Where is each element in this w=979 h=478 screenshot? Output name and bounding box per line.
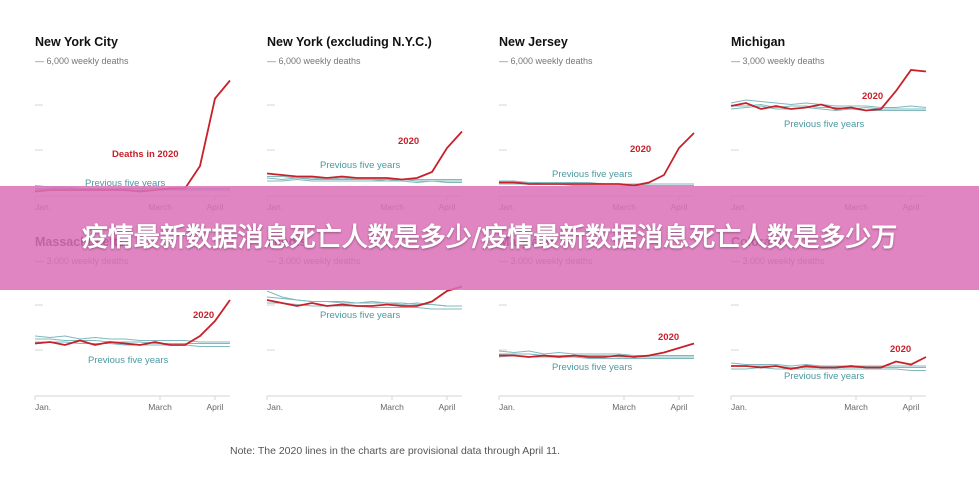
previous-years-label: Previous five years [552,362,633,373]
current-year-line [266,130,463,181]
x-tick-label: Jan. [499,402,515,412]
previous-years-label: Previous five years [784,371,865,382]
previous-year-line [730,362,926,367]
x-tick-label: March [844,402,868,412]
scale-note: — 6,000 weekly deaths [499,56,593,66]
previous-years-label: Previous five years [85,178,166,189]
x-tick-label: March [148,402,172,412]
current-year-label: 2020 [193,310,214,321]
x-tick-label: Jan. [35,402,51,412]
previous-years-label: Previous five years [88,355,169,366]
scale-note: — 3,000 weekly deaths [731,56,825,66]
panel-new-york-excluding-n-y-c: New York (excluding N.Y.C.) — 6,000 weekl… [266,35,463,212]
x-tick-label: April [670,402,687,412]
x-tick-label: March [380,402,404,412]
previous-years-label: Previous five years [552,169,633,180]
current-year-label: 2020 [398,136,419,147]
current-year-line [34,299,231,346]
x-tick-label: Jan. [731,402,747,412]
banner-title: 疫情最新数据消息死亡人数是多少/疫情最新数据消息死亡人数是多少万 [81,223,898,253]
panel-title: New Jersey [499,35,568,49]
current-year-line [730,69,927,112]
current-year-line [499,132,695,187]
previous-year-line [266,296,462,307]
scale-note: — 6,000 weekly deaths [35,56,129,66]
panel-title: New York (excluding N.Y.C.) [267,35,432,49]
scale-note: — 6,000 weekly deaths [267,56,361,66]
current-year-label: 2020 [658,332,679,343]
x-tick-label: March [612,402,636,412]
title-banner: 疫情最新数据消息死亡人数是多少/疫情最新数据消息死亡人数是多少万 [0,186,979,290]
current-year-line [34,79,231,193]
x-tick-label: April [206,402,223,412]
current-year-label: 2020 [630,144,651,155]
previous-year-line [267,178,462,184]
current-year-label: 2020 [862,91,883,102]
x-tick-label: Jan. [267,402,283,412]
previous-year-line [730,105,926,112]
x-tick-label: April [438,402,455,412]
previous-year-line [730,99,927,108]
x-tick-label: April [902,402,919,412]
footnote: Note: The 2020 lines in the charts are p… [230,445,560,457]
previous-years-label: Previous five years [784,119,865,130]
previous-year-line [499,353,694,358]
current-year-line [266,285,463,307]
previous-year-line [34,335,230,343]
previous-year-line [266,290,462,307]
current-year-label: 2020 [890,344,911,355]
current-year-label: Deaths in 2020 [112,149,179,160]
previous-years-label: Previous five years [320,310,401,321]
current-year-line [499,342,695,358]
panel-title: New York City [35,35,118,49]
previous-year-line [35,338,230,344]
panel-title: Michigan [731,35,785,49]
current-year-line [731,356,927,370]
previous-years-label: Previous five years [320,160,401,171]
previous-year-line [498,350,694,356]
